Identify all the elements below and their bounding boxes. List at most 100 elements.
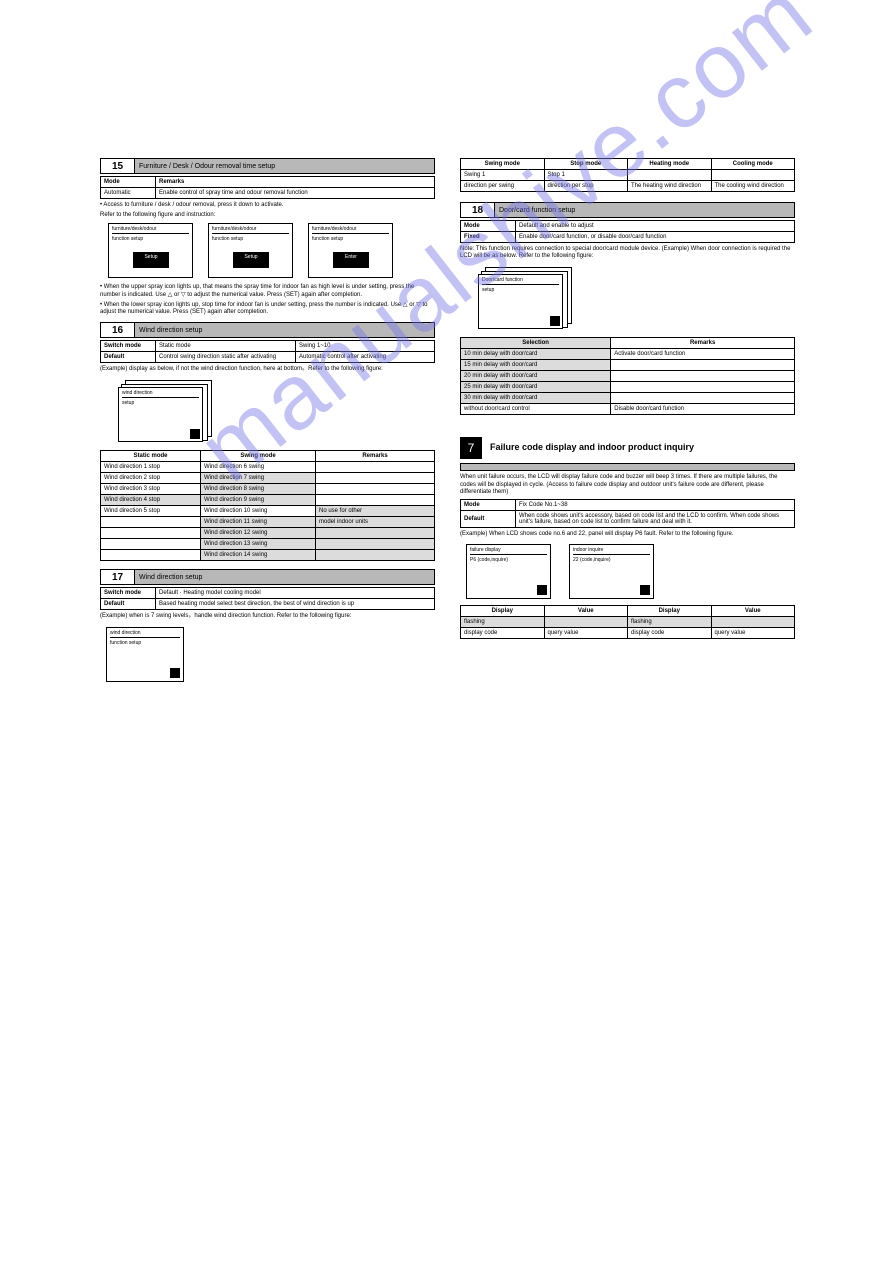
stack-18-corner: [550, 316, 560, 326]
card-7a-corner: [537, 585, 547, 595]
t16b-r: Wind direction 13 swing: [201, 539, 316, 550]
section-18-header: 18 Door/card function setup: [460, 202, 795, 218]
t17-r2c1: Default: [101, 599, 156, 610]
t16b-h1: Static mode: [101, 451, 201, 462]
t16-r2c2: Control swing direction static after act…: [156, 352, 296, 363]
card-7b-title: indoor inquire: [573, 547, 650, 555]
gt-r: display code: [461, 628, 545, 639]
t16b-r: [316, 528, 435, 539]
section-18-num: 18: [461, 203, 495, 217]
t16b-r: [316, 495, 435, 506]
t7-r: When code shows unit's accessory, based …: [516, 510, 795, 527]
t18b-r: Disable door/card function: [611, 404, 795, 415]
t16b-r: Wind direction 10 swing: [201, 506, 316, 517]
t18b-r: [611, 360, 795, 371]
section-18-title: Door/card function setup: [495, 203, 794, 217]
t16-r1c3: Swing 1~10: [296, 341, 435, 352]
section-17-title: Wind direction setup: [135, 570, 434, 584]
card-15-2-title: furniture/desk/odour: [212, 226, 289, 234]
section-17-num: 17: [101, 570, 135, 584]
t16b-r: Wind direction 6 swing: [201, 462, 316, 473]
t16b-h2: Swing mode: [201, 451, 316, 462]
rtop-r: [711, 170, 795, 181]
card-17-corner: [170, 668, 180, 678]
section-15-header: 15 Furniture / Desk / Odour removal time…: [100, 158, 435, 174]
card-15-3-btn: Enter: [333, 252, 369, 268]
section-15-title: Furniture / Desk / Odour removal time se…: [135, 159, 434, 173]
t16b-h3: Remarks: [316, 451, 435, 462]
rtop-h: Stop mode: [544, 159, 628, 170]
t18b-r: 25 min delay with door/card: [461, 382, 611, 393]
t16-r2c1: Default: [101, 352, 156, 363]
card-15-1-btn: Setup: [133, 252, 169, 268]
card-15-2-body: function setup: [209, 234, 292, 244]
t15-r1c1: Automatic: [101, 188, 156, 199]
rtop-r: [628, 170, 712, 181]
gt-r: flashing: [461, 617, 545, 628]
stack-16-body: setup: [119, 398, 202, 408]
t18b-r: without door/card control: [461, 404, 611, 415]
t16b-r: [316, 484, 435, 495]
t16-r2c3: Automatic control after activating: [296, 352, 435, 363]
t15-r1c2: Enable control of spray time and odour r…: [156, 188, 435, 199]
gt-r: query value: [711, 628, 795, 639]
para-17: (Example) when is 7 swing levels，handle …: [100, 613, 435, 620]
table-7: Mode Fix Code No.1~38 Default When code …: [460, 499, 795, 528]
card-7a-title: failure display: [470, 547, 547, 555]
t16b-r: Wind direction 12 swing: [201, 528, 316, 539]
t16b-r: model indoor units: [316, 517, 435, 528]
section-7-square: 7: [460, 437, 482, 459]
section-16-num: 16: [101, 323, 135, 337]
t18b-h: Selection: [461, 338, 611, 349]
gt-r: [544, 617, 628, 628]
t18-r: Fixed: [461, 232, 516, 243]
t18b-r: 15 min delay with door/card: [461, 360, 611, 371]
rtop-h: Heating mode: [628, 159, 712, 170]
card-17-body: function setup: [107, 638, 183, 648]
t18-r: Mode: [461, 221, 516, 232]
right-top-table: Swing mode Stop mode Heating mode Coolin…: [460, 158, 795, 192]
t16b-r: [101, 539, 201, 550]
t7-r: Fix Code No.1~38: [516, 499, 795, 510]
t7-r: Mode: [461, 499, 516, 510]
t7-r: Default: [461, 510, 516, 527]
section-15-num: 15: [101, 159, 135, 173]
card-15-3: furniture/desk/odour function setup Ente…: [308, 223, 393, 278]
table-16b: Static mode Swing mode Remarks Wind dire…: [100, 450, 435, 561]
t16b-r: Wind direction 3 stop: [101, 484, 201, 495]
para-16: (Example) display as below, if not the w…: [100, 366, 435, 373]
card-7a-body: P6 (code,inquire): [467, 555, 550, 565]
t16b-r: Wind direction 5 stop: [101, 506, 201, 517]
t18b-h: Remarks: [611, 338, 795, 349]
section-17-header: 17 Wind direction setup: [100, 569, 435, 585]
gt-h: Value: [544, 606, 628, 617]
card-15-3-title: furniture/desk/odour: [312, 226, 389, 234]
t16b-r: Wind direction 7 swing: [201, 473, 316, 484]
t16-r1c2: Static mode: [156, 341, 296, 352]
para-15-3: • When the upper spray icon lights up, t…: [100, 284, 435, 298]
rtop-r: The heating wind direction: [628, 181, 712, 192]
para-7b: (Example) When LCD shows code no.6 and 2…: [460, 531, 795, 538]
card-7b-corner: [640, 585, 650, 595]
rtop-r: The cooling wind direction: [711, 181, 795, 192]
rtop-h: Swing mode: [461, 159, 545, 170]
t16b-r: Wind direction 1 stop: [101, 462, 201, 473]
para-7: When unit failure occurs, the LCD will d…: [460, 474, 795, 496]
card-17: wind direction function setup: [106, 627, 184, 682]
t16b-r: [101, 528, 201, 539]
gt-r: flashing: [628, 617, 712, 628]
gt-r: query value: [544, 628, 628, 639]
t18b-r: [611, 393, 795, 404]
t18b-r: [611, 382, 795, 393]
t15-h2: Remarks: [156, 177, 435, 188]
rtop-r: direction per swing: [461, 181, 545, 192]
table-18: Mode Default and enable to adjust Fixed …: [460, 220, 795, 243]
section-16-header: 16 Wind direction setup: [100, 322, 435, 338]
t18-r: Enable door/card function, or disable do…: [516, 232, 795, 243]
para-18: Note: This function requires connection …: [460, 246, 795, 260]
t16b-r: [101, 550, 201, 561]
t18b-r: Activate door/card function: [611, 349, 795, 360]
t17-r1c2: Default · Heating model cooling model: [156, 588, 435, 599]
card-15-1-title: furniture/desk/odour: [112, 226, 189, 234]
t18b-r: 30 min delay with door/card: [461, 393, 611, 404]
